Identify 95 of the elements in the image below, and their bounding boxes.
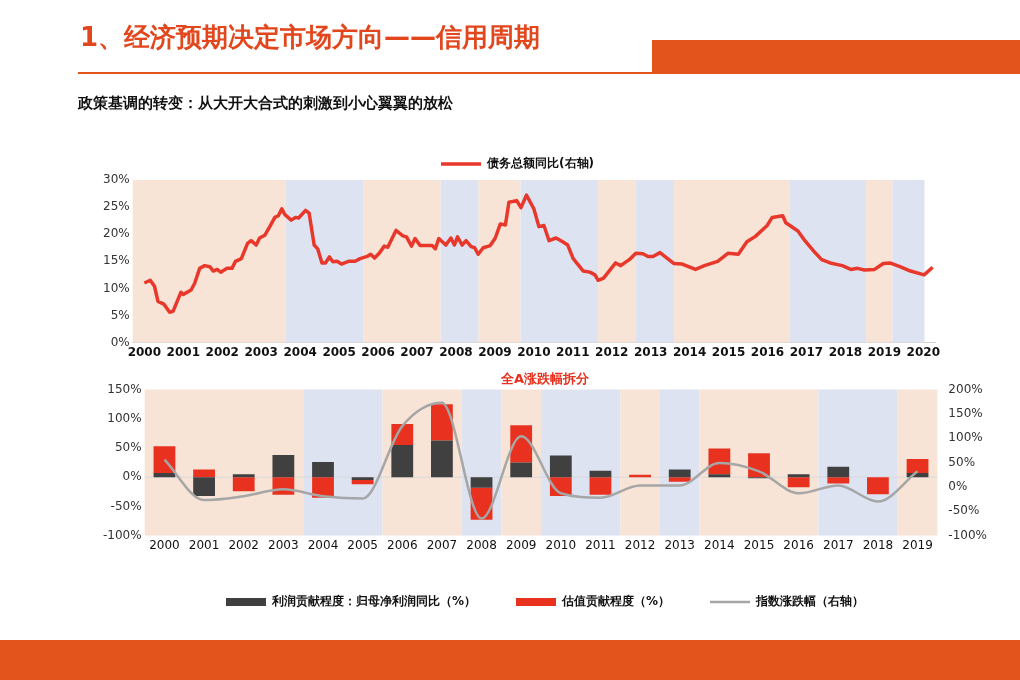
chart-subtitle: 政策基调的转变：从大开大合式的刺激到小心翼翼的放松 [78, 94, 453, 113]
y-tick-label: 30% [103, 172, 130, 187]
legend-label: 债务总额同比(右轴) [486, 156, 594, 171]
y-tick-label: 5% [110, 307, 130, 322]
x-tick-label: 2011 [556, 344, 590, 359]
chart-title: 全A涨跌幅拆分 [499, 371, 591, 387]
y2-tick-label: -100% [948, 527, 987, 542]
legend-label: 指数涨跌幅（右轴） [755, 594, 865, 609]
x-tick-label: 2014 [672, 344, 707, 359]
x-tick-label: 2002 [228, 537, 259, 552]
bar [232, 474, 255, 478]
bar [272, 455, 295, 478]
x-tick-label: 2010 [517, 344, 551, 359]
bar [827, 477, 850, 484]
bar [351, 480, 374, 485]
bar [668, 469, 691, 478]
x-tick-label: 2000 [127, 344, 162, 359]
x-tick-label: 2007 [426, 537, 458, 552]
line-series [163, 401, 919, 520]
x-tick-label: 2008 [466, 537, 497, 552]
y-tick-label: 100% [107, 410, 142, 425]
bar [351, 477, 374, 481]
x-tick-label: 2008 [439, 344, 473, 359]
bar [906, 459, 929, 474]
x-tick-label: 2005 [347, 537, 378, 552]
bar [708, 474, 731, 478]
bar [589, 477, 612, 495]
bar [470, 477, 493, 488]
x-tick-label: 2018 [828, 344, 863, 359]
y-tick-label: 10% [103, 280, 130, 295]
bar [193, 477, 215, 496]
x-tick-label: 2013 [633, 344, 668, 359]
x-tick-label: 2019 [902, 537, 933, 552]
x-tick-label: 2017 [823, 537, 854, 552]
x-tick-label: 2006 [387, 537, 418, 552]
x-tick-label: 2009 [505, 537, 537, 552]
bar [232, 477, 255, 492]
bar [668, 477, 691, 482]
x-tick-label: 2003 [244, 344, 278, 359]
x-tick-label: 2004 [283, 344, 317, 359]
y2-tick-label: 0% [948, 479, 968, 494]
x-tick-label: 2001 [188, 537, 220, 552]
y-tick-label: -50% [110, 498, 142, 513]
x-tick-label: 2006 [361, 344, 395, 359]
x-tick-label: 2015 [743, 537, 775, 552]
x-tick-label: 2016 [750, 344, 785, 359]
x-tick-label: 2004 [307, 537, 339, 552]
y2-tick-label: 200% [948, 381, 983, 396]
y-tick-label: 50% [114, 440, 142, 455]
x-tick-label: 2011 [585, 537, 616, 552]
bar [391, 445, 414, 478]
x-tick-label: 2019 [867, 344, 902, 359]
bar [867, 477, 889, 495]
y2-tick-label: 100% [948, 430, 983, 445]
bar [193, 469, 215, 478]
y-tick-label: 150% [107, 381, 142, 396]
y-tick-label: -100% [103, 527, 142, 542]
x-tick-label: 2001 [166, 344, 201, 359]
bar [787, 477, 810, 488]
bar [431, 404, 453, 441]
x-tick-label: 2020 [906, 344, 941, 359]
bar [549, 455, 572, 478]
x-tick-label: 2017 [789, 344, 824, 359]
x-tick-label: 2014 [704, 537, 735, 552]
x-tick-label: 2013 [664, 537, 695, 552]
legend-label: 估值贡献程度（%） [561, 594, 671, 609]
y2-tick-label: -50% [948, 503, 980, 518]
bar [312, 462, 334, 478]
x-tick-label: 2000 [149, 537, 180, 552]
y2-tick-label: 150% [948, 406, 983, 421]
x-tick-label: 2010 [545, 537, 577, 552]
bar [153, 473, 176, 478]
x-tick-label: 2007 [400, 344, 434, 359]
y-tick-label: 15% [103, 253, 130, 268]
x-tick-label: 2009 [478, 344, 512, 359]
x-tick-label: 2012 [595, 344, 629, 359]
x-tick-label: 2002 [205, 344, 239, 359]
y-tick-label: 0% [122, 469, 142, 484]
x-tick-label: 2012 [624, 537, 656, 552]
bar [153, 446, 176, 474]
chart-title: 1、经济预期决定市场方向——信用周期 [80, 21, 541, 54]
legend-label: 利润贡献程度：归母净利润同比（%） [270, 594, 477, 609]
x-tick-label: 2018 [862, 537, 894, 552]
y-tick-label: 20% [103, 226, 130, 241]
x-tick-label: 2016 [783, 537, 814, 552]
x-tick-label: 2003 [268, 537, 299, 552]
bar [787, 474, 810, 478]
y2-tick-label: 50% [948, 454, 976, 469]
bar [510, 462, 533, 478]
bar [827, 466, 850, 478]
y-tick-label: 25% [103, 199, 130, 214]
bar [589, 470, 612, 478]
bar [431, 440, 453, 478]
x-tick-label: 2015 [711, 344, 746, 359]
x-tick-label: 2005 [322, 344, 356, 359]
